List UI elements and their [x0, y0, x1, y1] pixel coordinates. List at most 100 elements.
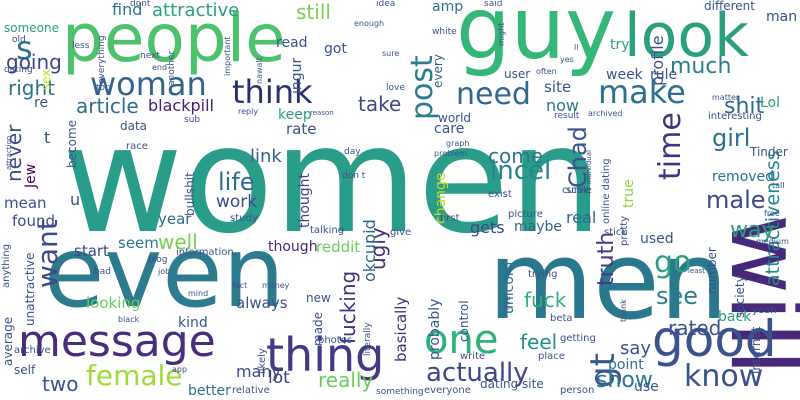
- word-people: people: [62, 0, 286, 77]
- word-idea: idea: [376, 0, 396, 9]
- word-sex: sex: [39, 69, 53, 90]
- word-white: white: [432, 27, 457, 37]
- word-show: show: [596, 368, 653, 393]
- word-blog: blog: [148, 255, 168, 265]
- word-feel: feel: [520, 330, 558, 354]
- word-back: back: [718, 309, 752, 325]
- word-men: men: [488, 219, 729, 344]
- word-archive: archive: [14, 345, 51, 356]
- word-keep: keep: [278, 107, 312, 123]
- word-data: data: [120, 119, 148, 133]
- word-actually: actually: [426, 358, 529, 388]
- word-relative: relative: [232, 385, 270, 396]
- word-care: care: [434, 121, 465, 137]
- word-world: world: [438, 111, 472, 125]
- word-internet: internet: [749, 326, 763, 374]
- word-curve: curve: [562, 185, 591, 196]
- word-even: even: [44, 216, 285, 330]
- word-rated: rated: [668, 316, 722, 340]
- word-use: use: [634, 379, 659, 395]
- word-fuck: fuck: [524, 288, 567, 312]
- word-person: person: [560, 385, 595, 396]
- word-everything: everything: [97, 35, 107, 84]
- word-year: year: [158, 210, 192, 228]
- word-looking: looking: [86, 294, 141, 312]
- word-nawalt: nawalt: [255, 57, 264, 84]
- word-gets: gets: [470, 218, 505, 237]
- word-ll: ll: [574, 43, 579, 52]
- word-look: look: [624, 1, 749, 71]
- word-yeah: yeah: [752, 305, 777, 316]
- word-dont: dont: [130, 0, 151, 9]
- word-find: find: [112, 0, 143, 19]
- word-pretty: pretty: [619, 215, 630, 246]
- word-now: now: [546, 96, 580, 115]
- word-someone: someone: [4, 21, 59, 35]
- word-life: life: [218, 168, 255, 196]
- word-fucking: fucking: [336, 270, 360, 344]
- word-fact: fact: [232, 281, 248, 290]
- word-reason: reason: [310, 109, 334, 117]
- word-basically: basically: [392, 296, 410, 362]
- word-next: next: [140, 51, 160, 61]
- word-tall: tall: [772, 181, 785, 190]
- word-take: take: [358, 92, 402, 116]
- word-used: used: [640, 231, 674, 247]
- word-make: make: [598, 73, 686, 111]
- word-old: old: [12, 35, 26, 45]
- word-still: still: [296, 0, 331, 24]
- word-matter: matter: [712, 93, 740, 102]
- word-link: link: [250, 146, 282, 167]
- word-girl: girl: [712, 124, 751, 152]
- word-got: got: [324, 41, 347, 57]
- word-result: result: [554, 111, 580, 121]
- word-individual: individual: [585, 150, 593, 184]
- word-rate: rate: [286, 120, 317, 138]
- word-need: need: [456, 77, 531, 112]
- word-less: less: [72, 41, 90, 51]
- word-race: race: [126, 141, 148, 152]
- word-Tinder: Tinder: [750, 145, 788, 159]
- word-place: place: [538, 351, 565, 362]
- word-likely: likely: [257, 348, 268, 374]
- word-thought: thought: [297, 172, 313, 228]
- word-day: day: [344, 147, 361, 157]
- word-right: right: [8, 76, 55, 100]
- word-see: see: [656, 282, 699, 310]
- word-work: work: [216, 192, 258, 212]
- word-know: know: [684, 359, 764, 394]
- word-sub: sub: [184, 115, 201, 125]
- word-don-t: don t: [342, 171, 366, 181]
- word-often: often: [536, 67, 557, 76]
- word-might: might: [497, 22, 506, 46]
- word-another: another: [167, 50, 177, 86]
- word-number: number: [705, 247, 719, 294]
- word-guy: guy: [456, 0, 616, 79]
- word-well: well: [158, 230, 198, 254]
- word-something: something: [376, 387, 424, 397]
- word-black: black: [118, 315, 140, 324]
- word-every: every: [431, 54, 445, 88]
- word-start: start: [74, 242, 109, 260]
- word-medium: medium: [756, 237, 789, 246]
- word-rule: rule: [650, 67, 678, 83]
- word-important: important: [223, 36, 232, 76]
- word-Jew: Jew: [23, 163, 39, 188]
- word-think: think: [232, 73, 313, 111]
- word-women: women: [62, 94, 603, 266]
- word-mean: mean: [4, 194, 47, 212]
- word-bad: bad: [94, 267, 111, 277]
- word-u: u: [70, 190, 81, 209]
- word-talking: talking: [310, 225, 345, 236]
- word-said: said: [484, 0, 503, 9]
- word-scale: scale: [566, 185, 592, 196]
- word-real: real: [566, 208, 597, 227]
- word-good: good: [652, 310, 777, 368]
- word-come: come: [488, 144, 544, 168]
- word-time: time: [653, 112, 688, 180]
- word-two: two: [42, 372, 79, 396]
- word-maybe: maybe: [514, 219, 563, 235]
- word-information: information: [176, 247, 234, 258]
- word-trying: trying: [528, 269, 558, 280]
